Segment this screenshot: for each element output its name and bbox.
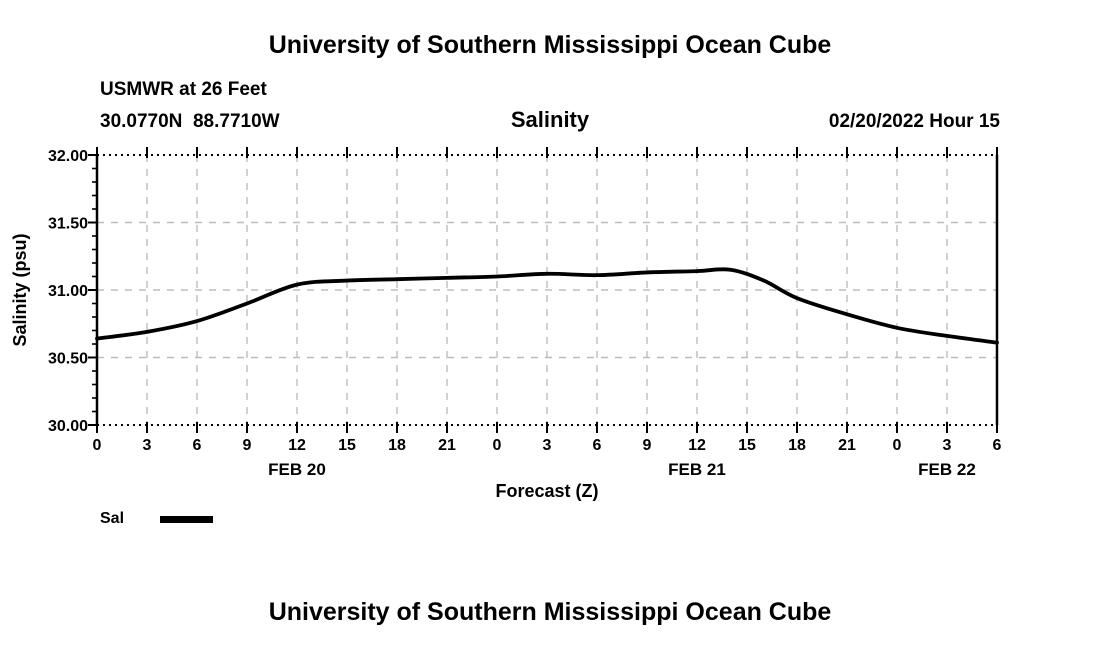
- x-tick-label: 6: [593, 437, 602, 454]
- x-tick-label: 18: [388, 437, 406, 454]
- x-day-label: FEB 20: [268, 460, 326, 479]
- series-line-sal: [95, 267, 999, 345]
- footer-title: University of Southern Mississippi Ocean…: [269, 598, 832, 626]
- x-axis-label: Forecast (Z): [495, 481, 598, 501]
- plot-area: 0 3 6 9 12 15 18 21 0 3 6 9 12 15 18 21 0 3 6 30.00 30.50 31.…: [48, 147, 1002, 479]
- coordinates-label: 30.0770N 88.7710W: [100, 111, 280, 132]
- x-day-label: FEB 22: [918, 460, 976, 479]
- x-tick-label: 12: [688, 437, 706, 454]
- x-tick-label: 21: [838, 437, 856, 454]
- y-tick-label: 30.50: [48, 351, 88, 368]
- x-tick-label: 3: [143, 437, 152, 454]
- legend: Sal: [100, 510, 213, 527]
- y-tick-label: 31.50: [48, 216, 88, 233]
- x-tick-label: 0: [93, 437, 102, 454]
- x-tick-label: 6: [193, 437, 202, 454]
- x-tick-label: 6: [993, 437, 1002, 454]
- x-tick-label: 15: [338, 437, 356, 454]
- station-label: USMWR at 26 Feet: [100, 79, 267, 100]
- x-tick-label: 0: [493, 437, 502, 454]
- x-tick-label: 21: [438, 437, 456, 454]
- x-tick-label: 9: [243, 437, 252, 454]
- legend-label: Sal: [100, 510, 124, 527]
- y-tick-label: 31.00: [48, 283, 88, 300]
- legend-line-swatch: [160, 516, 213, 523]
- x-tick-label: 0: [893, 437, 902, 454]
- datetime-label: 02/20/2022 Hour 15: [829, 111, 1001, 132]
- chart-title: Salinity: [511, 107, 590, 132]
- y-axis-label: Salinity (psu): [10, 233, 30, 346]
- x-tick-label: 3: [543, 437, 552, 454]
- x-tick-label: 12: [288, 437, 306, 454]
- x-tick-label: 18: [788, 437, 806, 454]
- x-day-label: FEB 21: [668, 460, 726, 479]
- page-title: University of Southern Mississippi Ocean…: [269, 31, 832, 59]
- y-tick-label: 32.00: [48, 148, 88, 165]
- x-tick-label: 3: [943, 437, 952, 454]
- y-tick-label: 30.00: [48, 418, 88, 435]
- x-tick-label: 9: [643, 437, 652, 454]
- x-tick-label: 15: [738, 437, 756, 454]
